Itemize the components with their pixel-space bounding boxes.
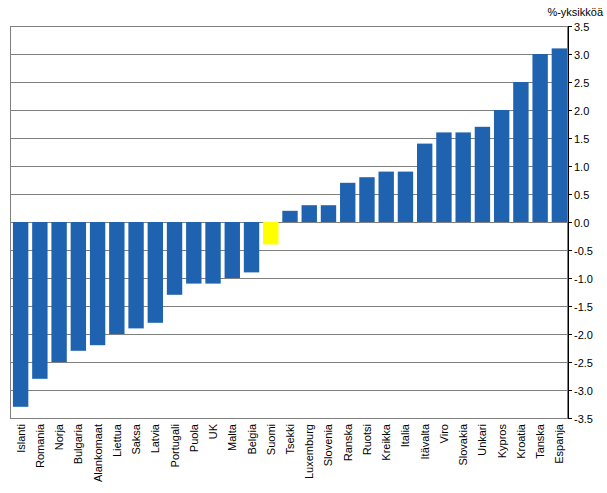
category-label: Italia — [399, 423, 411, 447]
bar — [263, 222, 278, 244]
bar — [282, 211, 297, 222]
category-label: Portugali — [169, 424, 181, 467]
category-label: Tanska — [534, 423, 546, 459]
bar — [167, 222, 182, 295]
bar — [90, 222, 105, 345]
bars — [13, 48, 567, 406]
bar — [379, 172, 394, 222]
category-label: Itävalta — [419, 423, 431, 459]
bar — [340, 183, 355, 222]
grid-line — [10, 82, 568, 83]
bar — [417, 144, 432, 222]
bar — [398, 172, 413, 222]
category-label: Suomi — [265, 424, 277, 455]
bar — [205, 222, 220, 284]
tick-label: 1.5 — [574, 133, 589, 145]
category-label: Kypros — [496, 424, 508, 459]
tick-label: 3.0 — [574, 49, 589, 61]
category-label: Unkari — [476, 424, 488, 456]
tick-label: -0.5 — [574, 245, 593, 257]
category-label: Kroatia — [515, 423, 527, 459]
grid-line — [10, 110, 568, 111]
category-label: Saksa — [130, 423, 142, 454]
tick-label: 1.0 — [574, 161, 589, 173]
category-label: Slovenia — [322, 423, 334, 466]
category-label: Alankomaat — [92, 424, 104, 482]
tick-label: 0.5 — [574, 189, 589, 201]
bar — [71, 222, 86, 351]
grid-line — [10, 362, 568, 363]
bar — [475, 127, 490, 222]
y-axis-line — [568, 26, 569, 419]
bar — [494, 110, 509, 222]
category-label: Espanja — [553, 423, 565, 464]
bar — [321, 205, 336, 222]
bar — [244, 222, 259, 272]
bar — [128, 222, 143, 328]
bar — [455, 132, 470, 222]
bar — [436, 132, 451, 222]
category-label: Slovakia — [457, 423, 469, 465]
bar — [552, 48, 567, 222]
tick-label: -2.0 — [574, 329, 593, 341]
axis-label: %-yksikköä — [547, 6, 604, 18]
tick-label: -3.0 — [574, 385, 593, 397]
bar — [225, 222, 240, 278]
category-label: Bulgaria — [72, 423, 84, 464]
category-label: Tsekki — [284, 424, 296, 455]
tick-label: 2.5 — [574, 77, 589, 89]
bar — [302, 205, 317, 222]
category-label: Ranska — [342, 423, 354, 461]
tick-label: -1.5 — [574, 301, 593, 313]
bar — [32, 222, 47, 379]
chart: -3.5 -3.0 -2.5 -2.0 -1.5 -1.0 -0.5 0.0 0.5 1.0 1.5… — [0, 0, 607, 493]
bar — [532, 54, 547, 222]
grid-line — [10, 54, 568, 55]
category-label: Islanti — [15, 424, 27, 453]
category-label: UK — [207, 423, 219, 439]
plot-frame — [11, 27, 568, 419]
bar — [359, 177, 374, 222]
category-label: Romania — [34, 423, 46, 468]
tick-label: -1.0 — [574, 273, 593, 285]
tick-label: -2.5 — [574, 357, 593, 369]
category-label: Ruotsi — [361, 424, 373, 455]
grid-line — [10, 390, 568, 391]
bar — [186, 222, 201, 284]
category-label: Malta — [226, 423, 238, 451]
bar — [148, 222, 163, 323]
bar — [13, 222, 28, 407]
bar — [109, 222, 124, 334]
tick-label: 2.0 — [574, 105, 589, 117]
category-label: Viro — [438, 424, 450, 443]
category-label: Liettua — [111, 423, 123, 457]
category-label: Latvia — [149, 423, 161, 453]
bar — [513, 82, 528, 222]
tick-label: -3.5 — [574, 413, 593, 425]
category-label: Luxemburg — [303, 424, 315, 479]
category-label: Belgia — [246, 423, 258, 454]
category-label: Kreikka — [380, 423, 392, 461]
bar — [51, 222, 66, 362]
category-label: Norja — [53, 423, 65, 450]
category-label: Puola — [188, 423, 200, 452]
tick-label: 3.5 — [574, 21, 589, 33]
tick-label: 0.0 — [574, 217, 589, 229]
